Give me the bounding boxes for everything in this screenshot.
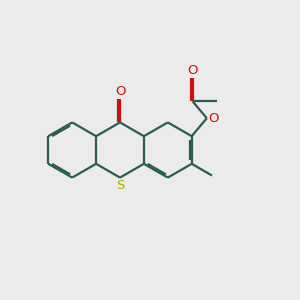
Text: O: O — [187, 64, 198, 77]
Text: S: S — [116, 179, 124, 192]
Text: O: O — [115, 85, 125, 98]
Text: O: O — [208, 112, 218, 125]
